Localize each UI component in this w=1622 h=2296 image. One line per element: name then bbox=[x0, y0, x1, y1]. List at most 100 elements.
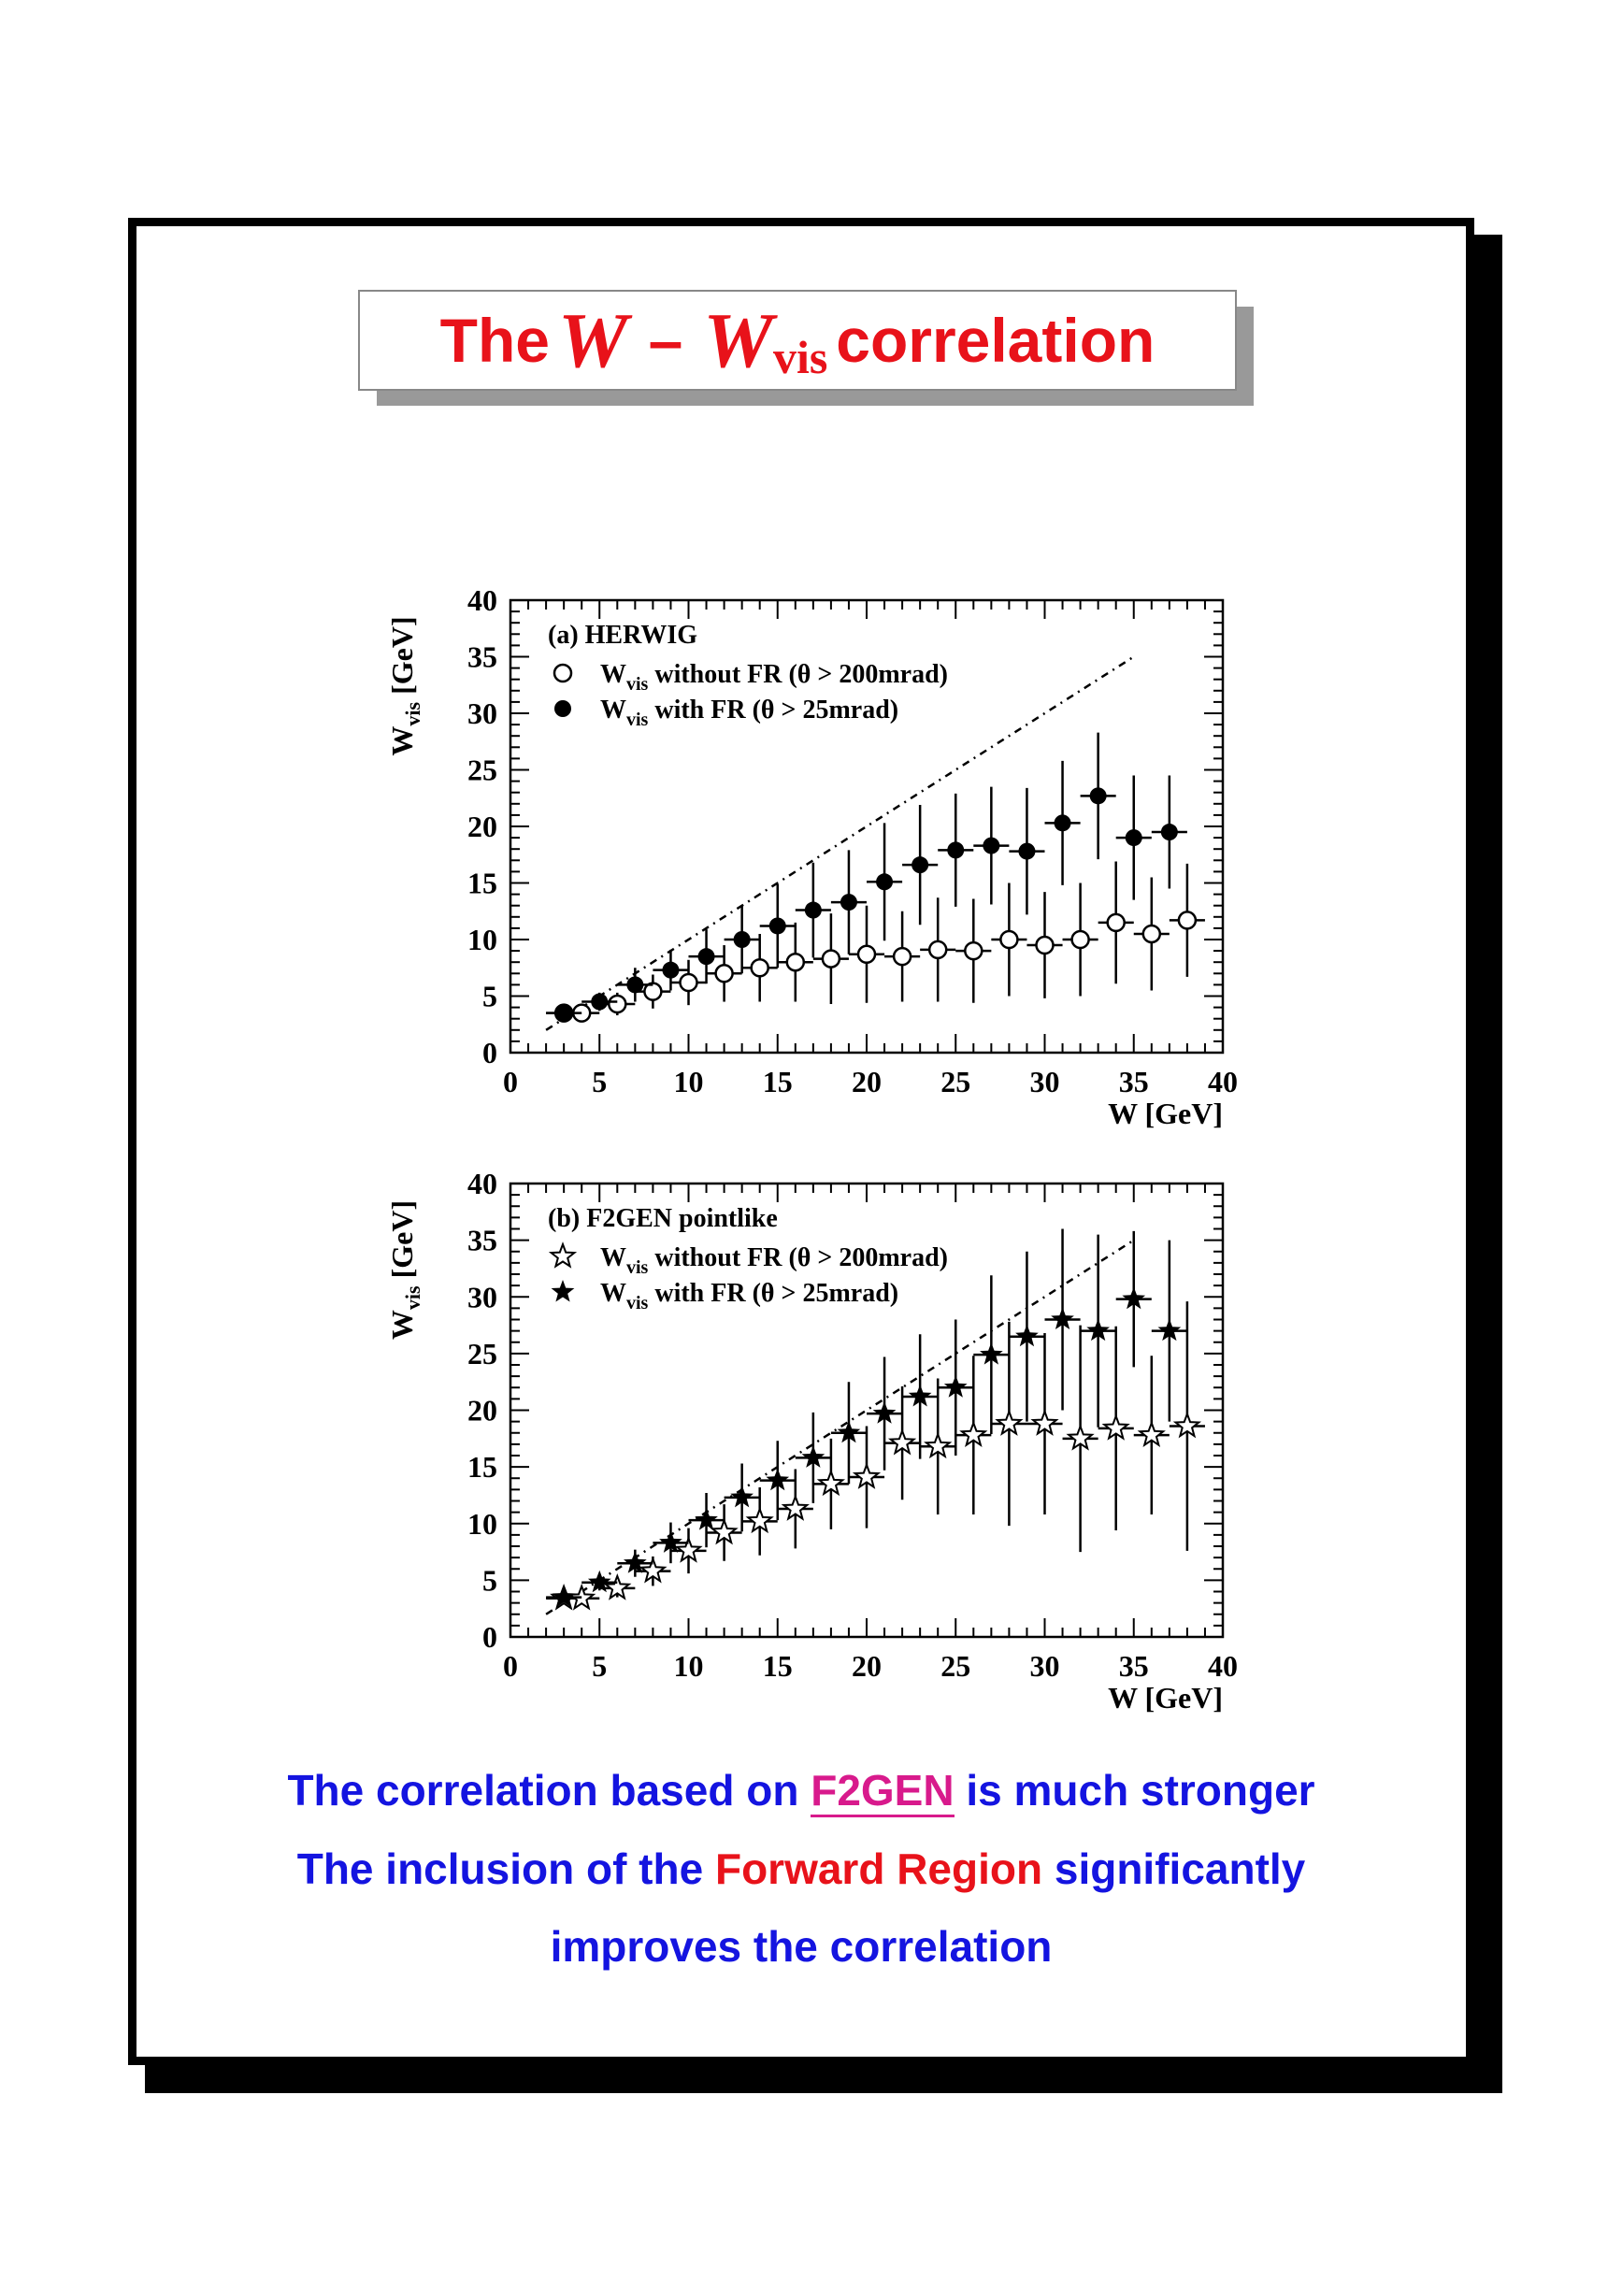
conclusion-line-1: The correlation based on F2GEN is much s… bbox=[128, 1765, 1474, 1817]
x-axis-label: W [GeV] bbox=[1108, 1681, 1223, 1715]
y-axis-label-sub: vis bbox=[401, 1285, 424, 1310]
data-point bbox=[697, 948, 715, 966]
data-point bbox=[1030, 1409, 1059, 1436]
x-tick-label: 35 bbox=[1119, 1649, 1149, 1683]
legend-name: W bbox=[600, 696, 626, 725]
data-point bbox=[714, 964, 734, 983]
y-axis-label-sub: vis bbox=[401, 701, 424, 725]
y-tick-label: 5 bbox=[482, 1563, 497, 1597]
data-point bbox=[1177, 911, 1198, 930]
y-tick-label: 30 bbox=[467, 696, 497, 730]
x-tick-label: 5 bbox=[592, 1649, 607, 1683]
data-point bbox=[1086, 1318, 1110, 1342]
f2gen-link[interactable]: F2GEN bbox=[811, 1766, 955, 1817]
legend-entry: Wvis with FR (θ > 25mrad) bbox=[600, 1279, 898, 1313]
data-point bbox=[555, 1004, 573, 1022]
data-point bbox=[643, 982, 663, 1001]
data-point bbox=[911, 856, 929, 874]
data-point bbox=[964, 940, 983, 961]
legend-entry: Wvis without FR (θ > 200mrad) bbox=[600, 1243, 948, 1278]
data-point bbox=[552, 1585, 576, 1608]
x-tick-label: 15 bbox=[763, 1065, 793, 1098]
data-point bbox=[608, 994, 627, 1014]
data-point bbox=[639, 1556, 667, 1584]
data-point bbox=[1054, 814, 1071, 832]
y-axis-label: Wvis [GeV] bbox=[385, 1200, 424, 1340]
data-point bbox=[1070, 929, 1090, 950]
data-point bbox=[1137, 1420, 1166, 1448]
data-point bbox=[730, 1485, 754, 1508]
y-axis-label-unit: [GeV] bbox=[385, 616, 419, 702]
x-tick-label: 10 bbox=[674, 1649, 704, 1683]
x-tick-label: 25 bbox=[940, 1065, 970, 1098]
y-tick-label: 20 bbox=[467, 810, 497, 843]
x-tick-label: 20 bbox=[852, 1649, 882, 1683]
y-tick-label: 10 bbox=[467, 923, 497, 956]
data-point bbox=[816, 1469, 846, 1497]
x-tick-label: 35 bbox=[1119, 1065, 1149, 1098]
y-tick-label: 35 bbox=[467, 640, 497, 674]
conclusion-line-3: improves the correlation bbox=[550, 1922, 1053, 1971]
data-point bbox=[781, 1494, 810, 1521]
conclusion-line-2-start: The inclusion of the bbox=[296, 1844, 715, 1893]
data-point bbox=[1018, 842, 1036, 860]
x-tick-label: 0 bbox=[503, 1065, 518, 1098]
series-open-circle bbox=[546, 861, 1205, 1023]
x-tick-label: 15 bbox=[763, 1649, 793, 1683]
y-tick-label: 15 bbox=[467, 1450, 497, 1484]
y-tick-label: 20 bbox=[467, 1394, 497, 1428]
data-point bbox=[840, 894, 857, 911]
data-point bbox=[1066, 1423, 1095, 1451]
y-axis-label: Wvis [GeV] bbox=[385, 616, 424, 755]
data-point bbox=[1122, 1286, 1146, 1310]
data-point bbox=[1157, 1318, 1182, 1342]
data-point bbox=[821, 949, 841, 969]
legend-marker bbox=[553, 663, 573, 683]
data-point bbox=[768, 917, 786, 935]
legend-marker bbox=[554, 700, 571, 717]
data-point bbox=[750, 958, 769, 978]
data-point bbox=[1015, 1324, 1039, 1347]
legend-name-rest: with FR (θ > 25mrad) bbox=[648, 696, 898, 725]
data-point bbox=[624, 1551, 647, 1573]
panel-label: (b) F2GEN pointlike bbox=[548, 1204, 778, 1233]
data-point bbox=[876, 873, 894, 891]
data-point bbox=[659, 1530, 682, 1553]
data-point bbox=[995, 1409, 1024, 1436]
title-w-symbol: W bbox=[557, 296, 628, 384]
data-point bbox=[959, 1420, 988, 1448]
title-the: The bbox=[439, 306, 550, 375]
y-tick-label: 25 bbox=[467, 1337, 497, 1370]
legend-name-sub: vis bbox=[626, 1293, 649, 1313]
legend-name-sub: vis bbox=[626, 710, 649, 730]
data-point bbox=[924, 1431, 953, 1459]
x-axis-label: W [GeV] bbox=[1108, 1097, 1223, 1130]
series-filled-star bbox=[546, 1228, 1187, 1608]
data-point bbox=[733, 931, 751, 948]
data-point bbox=[766, 1468, 790, 1491]
x-tick-label: 30 bbox=[1030, 1649, 1060, 1683]
x-tick-label: 5 bbox=[592, 1065, 607, 1098]
diagonal-reference-line bbox=[545, 655, 1135, 1031]
y-tick-label: 10 bbox=[467, 1507, 497, 1541]
conclusion-line-2-end: significantly bbox=[1042, 1844, 1306, 1893]
title-correlation: correlation bbox=[836, 306, 1155, 375]
data-point bbox=[1160, 824, 1178, 841]
panel-label: (a) HERWIG bbox=[548, 621, 697, 650]
data-point bbox=[1101, 1413, 1130, 1441]
data-point bbox=[1035, 935, 1055, 955]
legend-name-rest: without FR (θ > 200mrad) bbox=[648, 660, 948, 689]
x-tick-label: 0 bbox=[503, 1649, 518, 1683]
y-axis-label-unit: [GeV] bbox=[385, 1200, 419, 1286]
data-point bbox=[804, 901, 822, 919]
legend-entry: Wvis without FR (θ > 200mrad) bbox=[600, 660, 948, 695]
conclusion-line-1-start: The correlation based on bbox=[287, 1766, 811, 1815]
y-axis-label-w: W bbox=[385, 1310, 419, 1340]
data-point bbox=[695, 1508, 718, 1530]
y-tick-label: 15 bbox=[467, 867, 497, 900]
data-point bbox=[745, 1506, 774, 1534]
data-point bbox=[852, 1462, 882, 1489]
data-point bbox=[927, 940, 948, 960]
